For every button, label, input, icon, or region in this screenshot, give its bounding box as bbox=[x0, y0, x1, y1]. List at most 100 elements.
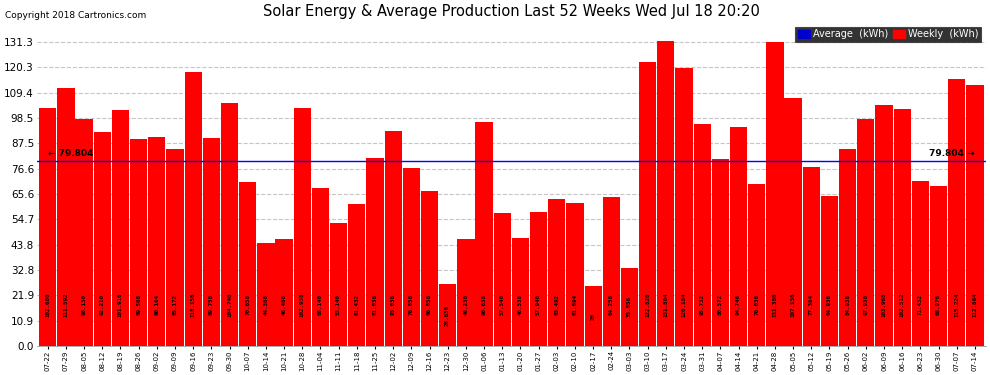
Bar bbox=[494, 213, 511, 346]
Text: 57.540: 57.540 bbox=[500, 294, 505, 315]
Bar bbox=[603, 197, 620, 346]
Text: 97.930: 97.930 bbox=[863, 294, 868, 315]
Bar bbox=[75, 119, 93, 346]
Bar bbox=[584, 286, 602, 346]
Text: 115.224: 115.224 bbox=[954, 292, 959, 317]
Text: 68.976: 68.976 bbox=[937, 294, 941, 315]
Bar bbox=[294, 108, 311, 346]
Text: 44.308: 44.308 bbox=[263, 294, 268, 315]
Bar bbox=[912, 181, 929, 346]
Text: 118.156: 118.156 bbox=[191, 292, 196, 317]
Bar bbox=[730, 127, 747, 346]
Title: Solar Energy & Average Production Last 52 Weeks Wed Jul 18 20:20: Solar Energy & Average Production Last 5… bbox=[263, 4, 759, 19]
Bar bbox=[712, 159, 729, 346]
Bar bbox=[894, 109, 911, 346]
Bar bbox=[930, 186, 947, 346]
Text: 104.740: 104.740 bbox=[227, 292, 232, 317]
Text: ← 79.804: ← 79.804 bbox=[48, 149, 93, 158]
Text: 84.938: 84.938 bbox=[845, 294, 850, 315]
Legend: Average  (kWh), Weekly  (kWh): Average (kWh), Weekly (kWh) bbox=[795, 27, 981, 42]
Text: 33.856: 33.856 bbox=[627, 296, 632, 317]
Text: 76.856: 76.856 bbox=[409, 294, 414, 315]
Text: 120.184: 120.184 bbox=[681, 292, 686, 317]
Bar bbox=[821, 196, 839, 346]
Bar bbox=[112, 110, 129, 346]
Bar bbox=[239, 182, 256, 346]
Bar bbox=[257, 243, 274, 346]
Text: 64.256: 64.256 bbox=[609, 294, 614, 315]
Text: 46.538: 46.538 bbox=[518, 294, 523, 315]
Bar bbox=[203, 138, 220, 346]
Bar bbox=[221, 104, 239, 346]
Bar bbox=[421, 191, 439, 346]
Text: 89.750: 89.750 bbox=[209, 294, 214, 315]
Text: 70.658: 70.658 bbox=[246, 294, 250, 315]
Bar bbox=[548, 199, 565, 346]
Text: 46.230: 46.230 bbox=[463, 294, 468, 315]
Bar bbox=[130, 139, 148, 346]
Bar bbox=[312, 188, 329, 346]
Bar bbox=[403, 168, 420, 346]
Text: 95.732: 95.732 bbox=[700, 294, 705, 315]
Text: 102.680: 102.680 bbox=[46, 292, 50, 317]
Bar bbox=[694, 124, 711, 346]
Bar bbox=[457, 239, 474, 346]
Text: 64.936: 64.936 bbox=[827, 294, 832, 315]
Text: 122.820: 122.820 bbox=[645, 292, 650, 317]
Text: 70.036: 70.036 bbox=[754, 294, 759, 315]
Text: 103.968: 103.968 bbox=[881, 292, 886, 317]
Bar bbox=[566, 203, 583, 346]
Text: 89.508: 89.508 bbox=[137, 294, 142, 315]
Text: 81.036: 81.036 bbox=[372, 294, 377, 315]
Bar bbox=[512, 238, 529, 346]
Bar bbox=[94, 132, 111, 346]
Text: 111.592: 111.592 bbox=[63, 292, 68, 317]
Text: 85.172: 85.172 bbox=[172, 294, 177, 315]
Bar bbox=[530, 212, 547, 346]
Bar bbox=[966, 85, 983, 346]
Bar bbox=[840, 149, 856, 346]
Text: 61.432: 61.432 bbox=[354, 294, 359, 315]
Text: 79.804 →: 79.804 → bbox=[930, 149, 975, 158]
Bar bbox=[948, 79, 965, 346]
Text: 46.408: 46.408 bbox=[281, 294, 286, 315]
Bar bbox=[657, 41, 674, 346]
Text: 101.916: 101.916 bbox=[118, 292, 123, 317]
Text: 102.938: 102.938 bbox=[300, 292, 305, 317]
Bar bbox=[57, 87, 74, 346]
Text: 61.694: 61.694 bbox=[572, 294, 577, 315]
Text: 131.380: 131.380 bbox=[772, 292, 777, 317]
Bar bbox=[439, 285, 456, 346]
Bar bbox=[748, 184, 765, 346]
Bar bbox=[348, 204, 365, 346]
Text: 71.432: 71.432 bbox=[918, 294, 923, 315]
Bar bbox=[384, 130, 402, 346]
Text: 26.636: 26.636 bbox=[446, 305, 450, 326]
Bar bbox=[784, 98, 802, 346]
Bar bbox=[675, 68, 693, 346]
Text: 112.864: 112.864 bbox=[972, 292, 977, 317]
Text: 26: 26 bbox=[591, 312, 596, 320]
Text: 63.492: 63.492 bbox=[554, 294, 559, 315]
Text: 53.140: 53.140 bbox=[337, 294, 342, 315]
Text: 57.940: 57.940 bbox=[537, 294, 542, 315]
Text: 68.140: 68.140 bbox=[318, 294, 323, 315]
Bar bbox=[621, 268, 639, 346]
Text: 66.856: 66.856 bbox=[427, 294, 432, 315]
Bar bbox=[857, 119, 874, 346]
Bar bbox=[475, 122, 493, 346]
Text: 80.572: 80.572 bbox=[718, 294, 723, 315]
Text: 92.210: 92.210 bbox=[100, 294, 105, 315]
Text: 102.512: 102.512 bbox=[900, 292, 905, 317]
Text: 96.638: 96.638 bbox=[481, 294, 486, 315]
Text: Copyright 2018 Cartronics.com: Copyright 2018 Cartronics.com bbox=[5, 11, 147, 20]
Bar bbox=[184, 72, 202, 346]
Bar bbox=[330, 223, 347, 346]
Bar bbox=[766, 42, 783, 346]
Bar bbox=[275, 238, 293, 346]
Text: 77.364: 77.364 bbox=[809, 294, 814, 315]
Bar bbox=[39, 108, 56, 346]
Text: 107.136: 107.136 bbox=[791, 292, 796, 317]
Bar bbox=[366, 158, 383, 346]
Text: 98.130: 98.130 bbox=[81, 294, 86, 315]
